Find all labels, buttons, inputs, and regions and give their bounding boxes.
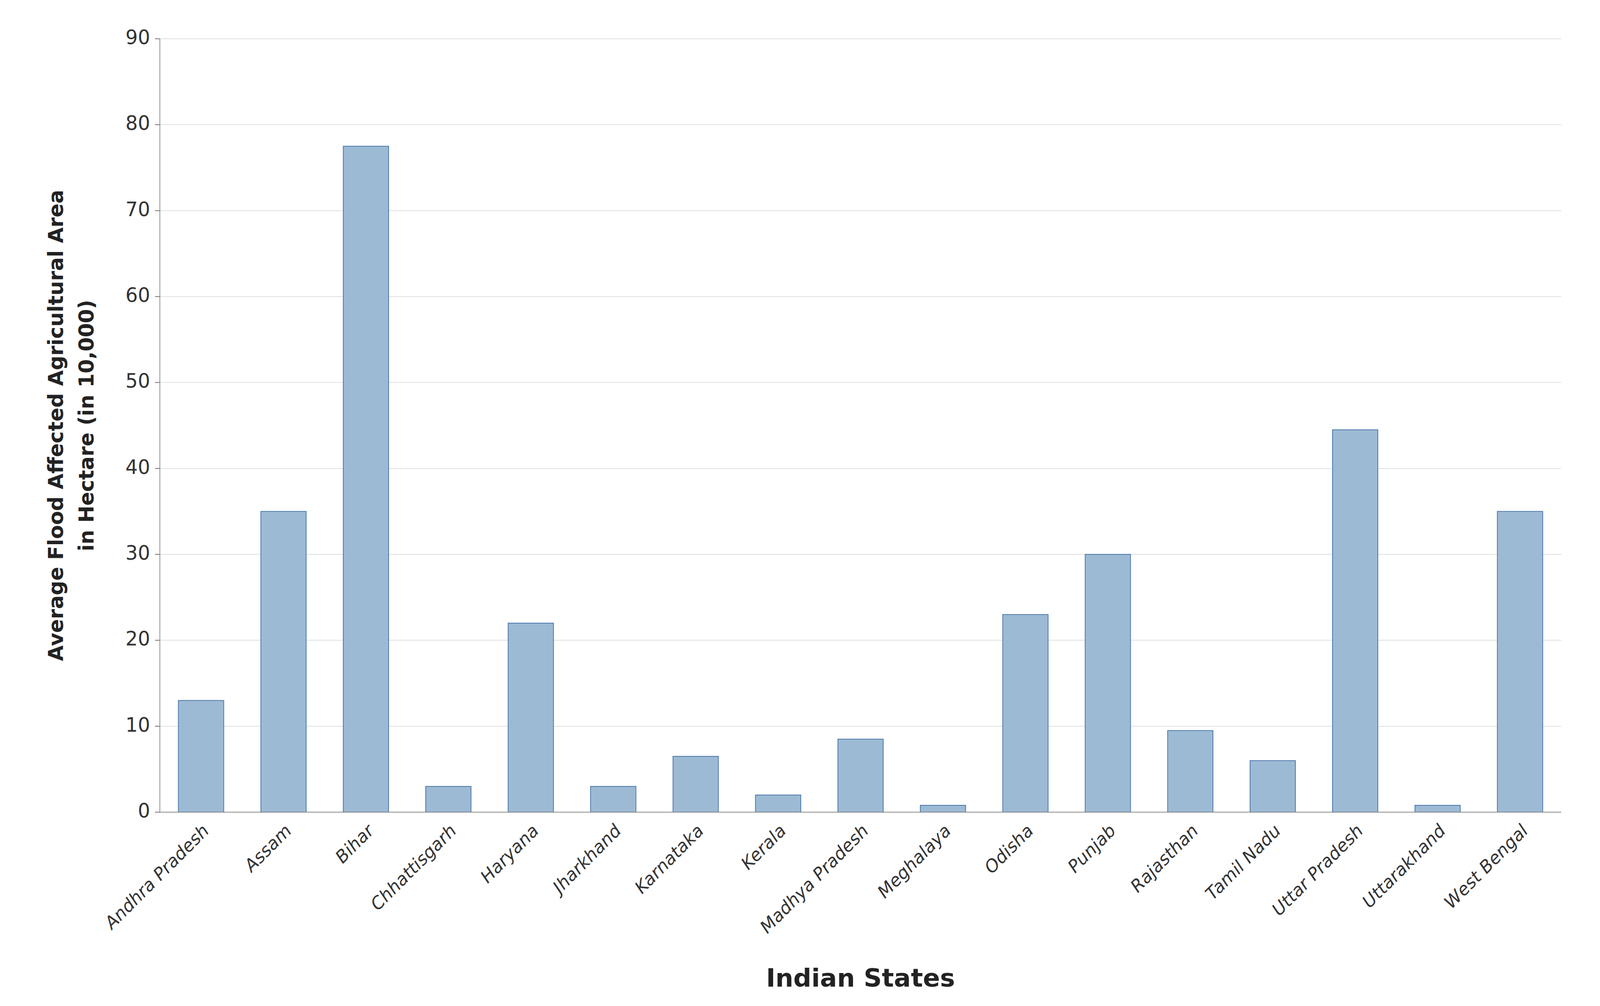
y-tick	[155, 382, 160, 384]
bar	[590, 786, 637, 812]
bar	[1167, 730, 1213, 812]
y-tick	[155, 124, 160, 126]
x-axis-line	[159, 811, 1562, 813]
bar	[920, 805, 966, 812]
x-tick-label: Uttar Pradesh	[1268, 820, 1367, 919]
y-axis-label-line: Average Flood Affected Agricultural Area	[44, 189, 68, 662]
y-tick	[155, 467, 160, 469]
bar	[1332, 429, 1379, 812]
x-tick-label: Meghalaya	[873, 820, 955, 902]
x-tick-label: Odisha	[980, 820, 1038, 877]
bar	[178, 699, 224, 812]
x-tick-label: Assam	[239, 820, 296, 876]
x-tick-label: Bihar	[331, 819, 379, 867]
bar	[1414, 805, 1461, 812]
y-tick	[155, 811, 160, 813]
y-axis-label: Average Flood Affected Agricultural Area…	[44, 189, 99, 662]
x-tick-label: Kerala	[736, 820, 790, 873]
bar	[1002, 614, 1049, 812]
bars	[178, 146, 1543, 812]
grid-line	[159, 38, 1562, 40]
bar	[425, 786, 472, 812]
x-tick-label: Karnataka	[630, 820, 708, 898]
x-tick-label: Punjab	[1063, 820, 1120, 876]
x-tick-label: Madhya Pradesh	[756, 820, 873, 937]
bar	[838, 738, 884, 812]
y-tick	[155, 639, 160, 641]
y-tick-label: 10	[125, 713, 151, 736]
x-tick-label: Andhra Pradesh	[99, 820, 213, 933]
x-tick-label: Chhattisgarh	[366, 820, 461, 914]
x-tick-label: Haryana	[476, 820, 544, 887]
bar	[1085, 554, 1131, 812]
y-tick	[155, 295, 160, 297]
grid-line	[159, 811, 1562, 813]
grid	[159, 38, 1562, 812]
y-tick-label: 60	[125, 283, 151, 307]
y-tick-label: 70	[125, 198, 151, 221]
bar	[1497, 511, 1543, 812]
chart: 0 10 20 30 40 50 60 70 80 90 Andhra Pradesh Assam Bi…	[0, 0, 1600, 1006]
x-tick-label: Uttarakhand	[1358, 820, 1450, 912]
y-tick	[155, 725, 160, 727]
grid-line	[159, 124, 1562, 126]
bar	[260, 511, 307, 812]
y-tick	[155, 38, 160, 40]
x-tick-label: Rajasthan	[1126, 820, 1202, 896]
chart-container: 0 10 20 30 40 50 60 70 80 90 Andhra Pradesh Assam Bi…	[0, 0, 1600, 1006]
y-ticks: 0 10 20 30 40 50 60 70 80 90	[125, 26, 160, 822]
y-tick-label: 40	[125, 455, 151, 479]
x-tick-label: Tamil Nadu	[1201, 820, 1285, 903]
bar	[343, 146, 389, 812]
y-tick-label: 50	[125, 369, 151, 392]
y-tick-label: 20	[125, 627, 151, 650]
y-axis-label-line: in Hectare (in 10,000)	[74, 299, 99, 551]
bar	[755, 794, 802, 812]
x-tick-label: Jharkhand	[546, 820, 626, 900]
y-tick-label: 90	[125, 26, 151, 49]
y-tick-label: 0	[138, 799, 151, 822]
x-ticks: Andhra Pradesh Assam BiharChhattisgarhHary…	[99, 819, 1532, 937]
bar	[1250, 760, 1296, 812]
y-axis-line	[159, 38, 161, 812]
y-tick	[155, 210, 160, 212]
y-tick	[155, 553, 160, 555]
bar	[672, 756, 719, 812]
x-axis-label: Indian States	[765, 963, 955, 993]
x-tick-label: West Bengal	[1440, 820, 1532, 912]
bar	[508, 622, 554, 812]
y-tick-label: 30	[125, 541, 151, 564]
y-tick-label: 80	[125, 111, 151, 135]
